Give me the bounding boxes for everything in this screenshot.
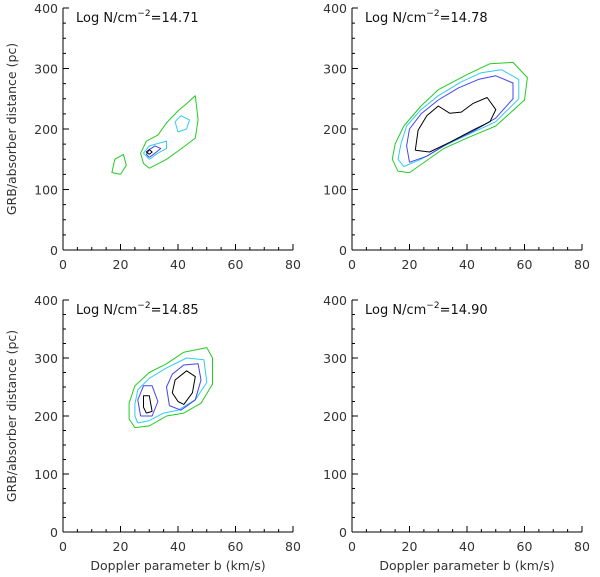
y-tick-label: 0 (339, 525, 347, 540)
x-tick-label: 0 (348, 539, 356, 554)
x-tick-label: 60 (228, 539, 244, 554)
y-tick-label: 300 (323, 351, 347, 366)
y-axis-label: GRB/absorber distance (pc) (4, 43, 19, 215)
title-prefix: Log N/cm (365, 11, 426, 26)
contour-line (134, 357, 208, 424)
contour-line (406, 75, 514, 163)
y-tick-label: 100 (34, 467, 58, 482)
y-tick-label: 400 (34, 1, 58, 16)
title-suffix: =14.90 (440, 303, 488, 318)
title-suffix: =14.71 (151, 11, 199, 26)
panel-4: 0 20 40 60 80 0 100 200 300 400 Doppler parameter … (323, 293, 590, 573)
panel-title: Log N/cm−2=14.90 (365, 301, 488, 318)
contour-line (397, 69, 520, 167)
panel-title: Log N/cm−2=14.78 (365, 9, 488, 26)
y-tick-label: 100 (323, 467, 347, 482)
contour-line (143, 395, 153, 414)
x-tick-label: 40 (459, 257, 475, 272)
y-tick-label: 400 (323, 293, 347, 308)
title-superscript: −2 (426, 301, 439, 311)
panel-1: 0 20 40 60 80 0 100 200 300 400 GRB/absorber dista… (4, 1, 301, 272)
y-tick-label: 300 (34, 62, 58, 77)
panel-3: 0 20 40 60 80 0 100 200 300 400 Doppler parameter … (4, 293, 301, 573)
x-tick-label: 80 (285, 539, 301, 554)
x-tick-label: 40 (459, 539, 475, 554)
y-tick-label: 100 (34, 183, 58, 198)
x-tick-label: 20 (113, 257, 129, 272)
y-tick-label: 300 (34, 351, 58, 366)
x-tick-label: 40 (170, 257, 186, 272)
contour-line (145, 149, 153, 155)
y-tick-label: 0 (50, 525, 58, 540)
contour-line (174, 115, 190, 133)
contour-line (145, 145, 162, 158)
y-tick-label: 300 (323, 62, 347, 77)
y-tick-label: 0 (50, 243, 58, 258)
contour-line (143, 140, 167, 160)
contour-line (414, 97, 497, 153)
y-axis-label: GRB/absorber distance (pc) (4, 330, 19, 502)
x-tick-label: 80 (574, 539, 590, 554)
y-tick-label: 200 (323, 122, 347, 137)
x-tick-label: 60 (517, 539, 533, 554)
x-tick-label: 80 (285, 257, 301, 272)
x-tick-label: 20 (402, 539, 418, 554)
y-tick-label: 400 (34, 293, 58, 308)
y-tick-label: 200 (323, 409, 347, 424)
x-tick-label: 60 (228, 257, 244, 272)
y-tick-label: 100 (323, 183, 347, 198)
title-suffix: =14.85 (151, 303, 199, 318)
x-tick-label: 20 (113, 539, 129, 554)
title-prefix: Log N/cm (76, 11, 137, 26)
y-tick-label: 200 (34, 122, 58, 137)
x-tick-label: 0 (59, 257, 67, 272)
x-tick-label: 60 (517, 257, 533, 272)
x-tick-label: 80 (574, 257, 590, 272)
title-prefix: Log N/cm (365, 303, 426, 318)
y-tick-label: 400 (323, 1, 347, 16)
title-superscript: −2 (426, 9, 439, 19)
panel-title: Log N/cm−2=14.71 (76, 9, 199, 26)
x-tick-label: 40 (170, 539, 186, 554)
y-tick-label: 0 (339, 243, 347, 258)
title-superscript: −2 (137, 9, 150, 19)
contour-line (140, 95, 199, 169)
panel-title: Log N/cm−2=14.85 (76, 301, 199, 318)
x-tick-label: 20 (402, 257, 418, 272)
x-axis-label: Doppler parameter b (km/s) (90, 558, 265, 573)
contour-line (111, 153, 127, 175)
x-axis-label: Doppler parameter b (km/s) (379, 558, 554, 573)
panel-2: 0 20 40 60 80 0 100 200 300 400 Log N/cm−2=14.78 (323, 1, 590, 272)
y-tick-label: 200 (34, 409, 58, 424)
title-prefix: Log N/cm (76, 303, 137, 318)
contour-line (128, 347, 213, 429)
x-tick-label: 0 (59, 539, 67, 554)
contour-line (166, 363, 202, 411)
contour-line (391, 61, 528, 174)
x-tick-label: 0 (348, 257, 356, 272)
contour-line (171, 370, 196, 405)
title-superscript: −2 (137, 301, 150, 311)
contour-line (137, 385, 159, 417)
title-suffix: =14.78 (440, 11, 488, 26)
